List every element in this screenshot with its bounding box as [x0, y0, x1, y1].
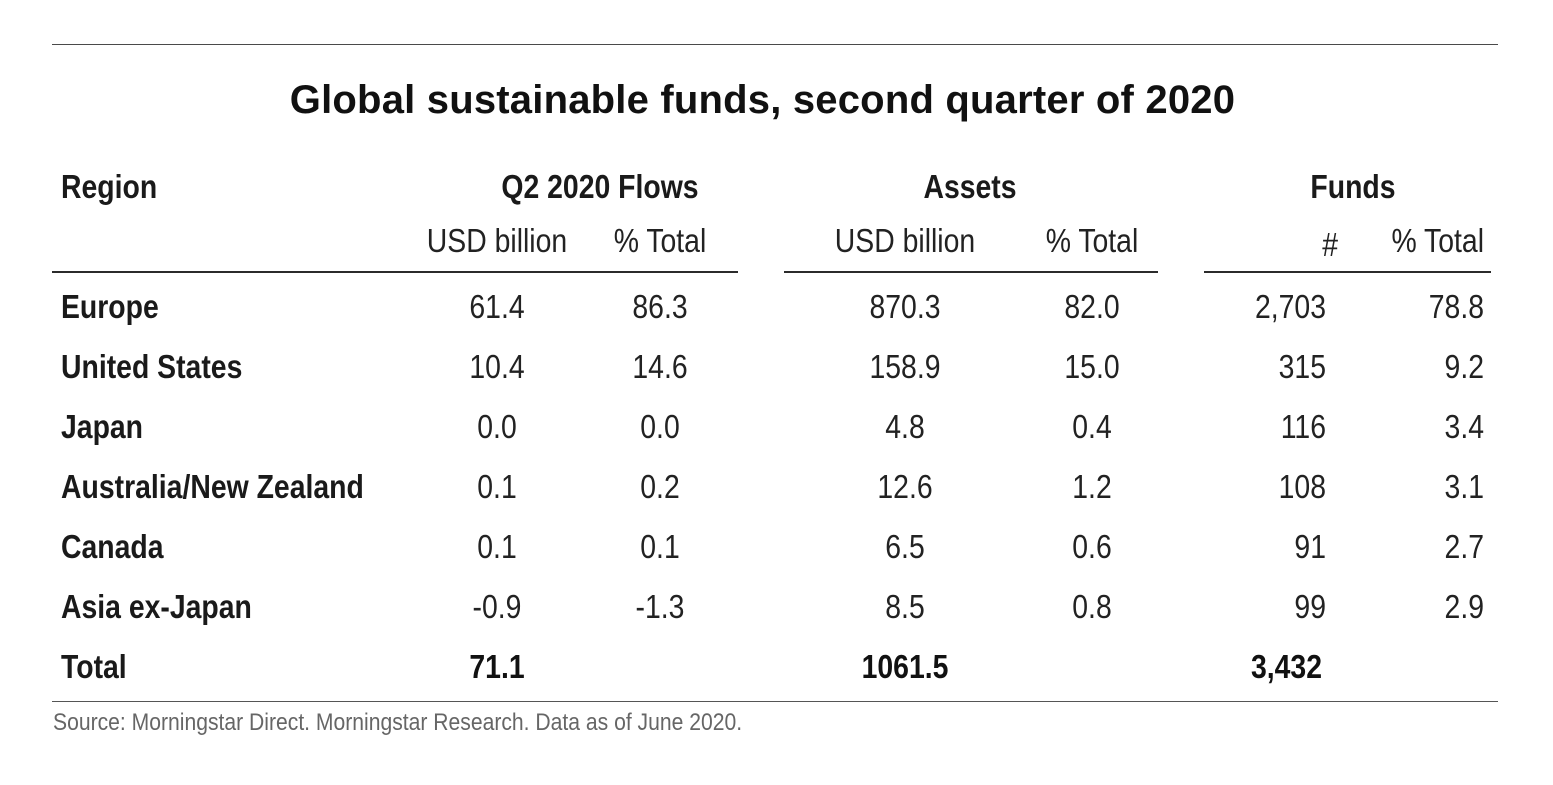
- cell-anz-assets-pct: 1.2: [1072, 468, 1112, 505]
- cell-japan-assets-pct: 0.4: [1072, 408, 1112, 445]
- subheader-flows-usd: USD billion: [426, 222, 568, 259]
- row-label-australia-nz: Australia/New Zealand: [61, 468, 364, 505]
- cell-japan-funds-pct: 3.4: [1444, 408, 1484, 445]
- subheader-assets-usd: USD billion: [834, 222, 976, 259]
- subheader-assets-pct: % Total: [1045, 222, 1139, 259]
- row-label-asia-ex-japan: Asia ex-Japan: [61, 588, 252, 625]
- cell-canada-flows-usd: 0.1: [477, 528, 517, 565]
- row-label-japan: Japan: [61, 408, 144, 445]
- source-note: Source: Morningstar Direct. Morningstar …: [53, 709, 743, 736]
- header-group-funds: Funds: [1310, 168, 1396, 205]
- cell-japan-flows-usd: 0.0: [477, 408, 517, 445]
- header-rule-flows: [52, 271, 738, 273]
- subheader-funds-count: #: [1322, 226, 1338, 263]
- cell-canada-funds-count: 91: [1294, 528, 1326, 565]
- cell-japan-assets-usd: 4.8: [885, 408, 925, 445]
- cell-anz-funds-pct: 3.1: [1444, 468, 1484, 505]
- cell-europe-flows-pct: 86.3: [632, 288, 688, 325]
- row-label-united-states: United States: [61, 348, 243, 385]
- cell-total-flows-usd: 71.1: [469, 648, 525, 685]
- cell-anz-flows-pct: 0.2: [640, 468, 680, 505]
- bottom-rule: [52, 701, 1498, 702]
- cell-asia-assets-usd: 8.5: [885, 588, 925, 625]
- cell-japan-funds-count: 116: [1280, 408, 1326, 445]
- cell-total-assets-usd: 1061.5: [861, 648, 949, 685]
- cell-asia-funds-count: 99: [1294, 588, 1326, 625]
- cell-europe-funds-pct: 78.8: [1428, 288, 1484, 325]
- cell-asia-flows-usd: -0.9: [472, 588, 522, 625]
- cell-asia-flows-pct: -1.3: [635, 588, 685, 625]
- top-rule: [52, 44, 1498, 45]
- row-label-canada: Canada: [61, 528, 164, 565]
- cell-canada-funds-pct: 2.7: [1444, 528, 1484, 565]
- subheader-flows-pct: % Total: [613, 222, 707, 259]
- cell-us-funds-pct: 9.2: [1444, 348, 1484, 385]
- cell-canada-assets-usd: 6.5: [885, 528, 925, 565]
- cell-canada-flows-pct: 0.1: [640, 528, 680, 565]
- cell-total-funds-count: 3,432: [1250, 648, 1322, 685]
- header-rule-funds: [1204, 271, 1491, 273]
- cell-europe-flows-usd: 61.4: [469, 288, 525, 325]
- cell-europe-assets-usd: 870.3: [869, 288, 941, 325]
- cell-us-assets-pct: 15.0: [1064, 348, 1120, 385]
- cell-asia-assets-pct: 0.8: [1072, 588, 1112, 625]
- header-group-assets: Assets: [923, 168, 1017, 205]
- header-region: Region: [61, 168, 158, 205]
- cell-asia-funds-pct: 2.9: [1444, 588, 1484, 625]
- header-group-flows: Q2 2020 Flows: [501, 168, 699, 205]
- subheader-funds-pct: % Total: [1391, 222, 1484, 259]
- cell-us-assets-usd: 158.9: [869, 348, 941, 385]
- table-title: Global sustainable funds, second quarter…: [289, 78, 1236, 122]
- cell-us-flows-usd: 10.4: [469, 348, 525, 385]
- cell-us-funds-count: 315: [1278, 348, 1326, 385]
- cell-anz-assets-usd: 12.6: [877, 468, 933, 505]
- cell-europe-assets-pct: 82.0: [1064, 288, 1120, 325]
- header-rule-assets: [784, 271, 1158, 273]
- cell-europe-funds-count: 2,703: [1254, 288, 1326, 325]
- cell-anz-flows-usd: 0.1: [477, 468, 517, 505]
- cell-japan-flows-pct: 0.0: [640, 408, 680, 445]
- cell-anz-funds-count: 108: [1278, 468, 1326, 505]
- cell-canada-assets-pct: 0.6: [1072, 528, 1112, 565]
- row-label-europe: Europe: [61, 288, 159, 325]
- row-label-total: Total: [61, 648, 127, 685]
- cell-us-flows-pct: 14.6: [632, 348, 688, 385]
